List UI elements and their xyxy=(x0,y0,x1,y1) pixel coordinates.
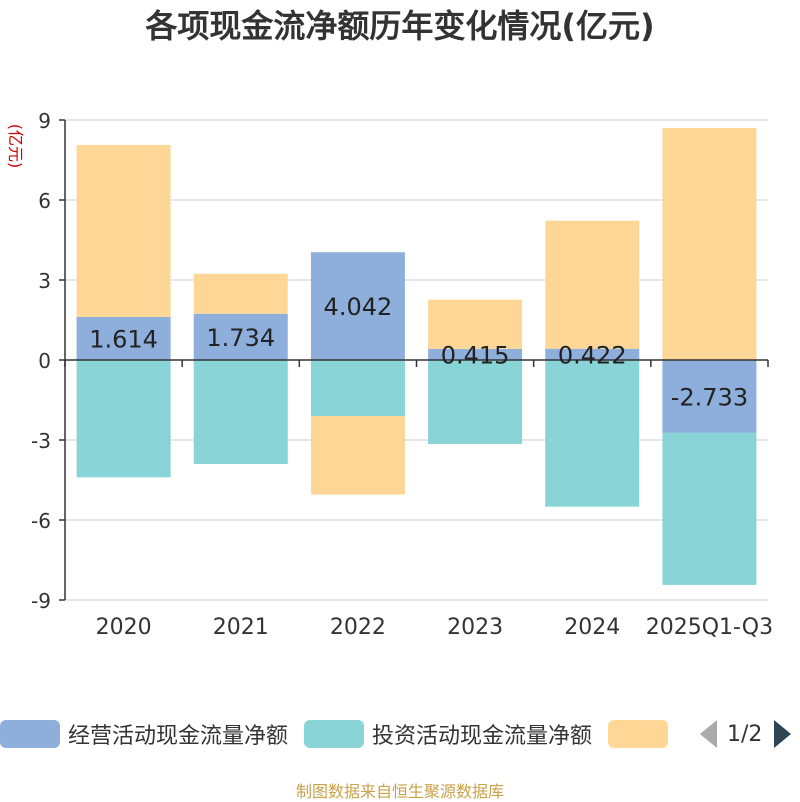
bar-series-0-2024[interactable] xyxy=(545,348,640,360)
legend-swatch-financing xyxy=(608,720,669,748)
y-tick-label: 6 xyxy=(38,189,51,213)
axes: 9 6 3 0 -3 -6 -9 2020 2021 2022 2023 2024 2025Q1-Q3 xyxy=(31,109,773,640)
bar-series-0-2023[interactable] xyxy=(428,348,523,360)
x-tick-label: 2023 xyxy=(447,615,503,640)
y-tick-label: -6 xyxy=(31,509,51,533)
legend-label-operating: 经营活动现金流量净额 xyxy=(68,724,289,749)
legend-item-investing[interactable]: 投资活动现金流量净额 xyxy=(304,718,592,750)
x-tick-label: 2024 xyxy=(564,615,620,640)
bar-series-1-2021[interactable] xyxy=(193,360,288,464)
y-tick-label: -9 xyxy=(31,589,51,613)
bar-series-1-2025Q1-Q3[interactable] xyxy=(662,432,757,585)
legend-item-financing[interactable] xyxy=(608,720,676,748)
data-label: 1.734 xyxy=(206,324,275,352)
bar-series-1-2020[interactable] xyxy=(76,360,171,478)
legend-swatch-investing xyxy=(304,720,365,748)
x-tick-label: 2022 xyxy=(330,615,386,640)
bar-series-2-2025Q1-Q3[interactable] xyxy=(662,128,757,360)
bar-series-1-2023[interactable] xyxy=(428,360,523,444)
bar-series-0-2020[interactable] xyxy=(76,316,171,360)
legend: 经营活动现金流量净额 投资活动现金流量净额 xyxy=(0,716,692,752)
y-tick-label: -3 xyxy=(31,429,51,453)
legend-item-operating[interactable]: 经营活动现金流量净额 xyxy=(0,718,288,750)
data-label: 0.415 xyxy=(441,341,510,369)
x-tick-label: 2025Q1-Q3 xyxy=(646,615,773,640)
grid-lines xyxy=(65,119,768,601)
legend-next-arrow-icon[interactable] xyxy=(774,720,792,748)
bar-series-1-2024[interactable] xyxy=(545,360,640,507)
bar-series-2-2021[interactable] xyxy=(193,273,288,314)
legend-label-investing: 投资活动现金流量净额 xyxy=(372,724,593,749)
bar-series-2-2023[interactable] xyxy=(428,299,523,349)
legend-swatch-operating xyxy=(0,720,60,748)
bar-series-2-2024[interactable] xyxy=(545,220,640,349)
bar-series-2-2022[interactable] xyxy=(310,416,405,495)
bars xyxy=(76,128,757,585)
x-tick-label: 2021 xyxy=(213,615,269,640)
data-label: 1.614 xyxy=(89,325,158,353)
data-label: -2.733 xyxy=(671,383,748,411)
data-labels: 1.614 1.734 4.042 0.415 0.422 -2.733 xyxy=(89,293,748,411)
data-label: 0.422 xyxy=(558,341,627,369)
bar-series-2-2020[interactable] xyxy=(76,144,171,317)
y-tick-label: 9 xyxy=(38,109,51,133)
bar-series-0-2021[interactable] xyxy=(193,313,288,360)
data-label: 4.042 xyxy=(324,293,393,321)
bar-series-0-2025Q1-Q3[interactable] xyxy=(662,360,757,433)
y-axis-title: (亿元) xyxy=(6,124,25,169)
y-tick-label: 0 xyxy=(38,349,51,373)
legend-page-indicator: 1/2 xyxy=(727,721,763,747)
chart-title: 各项现金流净额历年变化情况(亿元) xyxy=(145,7,655,45)
y-tick-label: 3 xyxy=(38,269,51,293)
source-note: 制图数据来自恒生聚源数据库 xyxy=(295,782,504,801)
bar-series-0-2022[interactable] xyxy=(310,252,405,360)
x-tick-label: 2020 xyxy=(96,615,152,640)
legend-pager: 1/2 xyxy=(700,716,792,752)
bar-series-1-2022[interactable] xyxy=(310,360,405,416)
legend-prev-arrow-icon[interactable] xyxy=(700,720,717,748)
